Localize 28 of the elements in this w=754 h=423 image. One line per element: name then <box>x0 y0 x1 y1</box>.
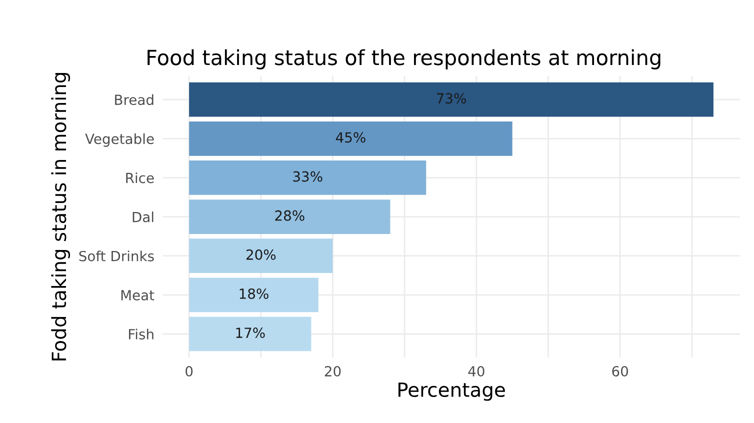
data-label: 73% <box>436 93 466 104</box>
x-tick-label: 20 <box>324 366 341 377</box>
bar <box>189 200 390 234</box>
chart-title: Food taking status of the respondents at morning <box>148 49 660 70</box>
data-label: 28% <box>275 210 304 221</box>
bar <box>189 238 333 274</box>
x-tick-label: 60 <box>612 366 628 377</box>
bar <box>189 278 318 312</box>
y-tick-label: Vegetable <box>85 133 154 147</box>
y-tick-label: Meat <box>121 290 154 300</box>
data-label: 33% <box>293 171 322 182</box>
y-tick-label: Soft Drinks <box>79 250 154 262</box>
y-tick-label: Bread <box>115 94 154 106</box>
bar <box>189 316 312 352</box>
x-axis-title: Percentage <box>398 382 505 401</box>
data-label: 20% <box>246 249 276 260</box>
y-tick-label: Rice <box>126 172 154 184</box>
bar <box>189 160 426 195</box>
bar <box>189 82 714 117</box>
y-tick-label: Fish <box>129 328 154 340</box>
data-label: 17% <box>236 328 265 338</box>
y-axis-title: Fodd taking status in morning <box>51 73 70 360</box>
y-tick-label: Dal <box>132 212 154 222</box>
data-label: 18% <box>240 288 268 299</box>
x-tick-label: 40 <box>468 366 484 377</box>
bar <box>189 121 512 156</box>
data-label: 45% <box>336 132 366 143</box>
x-tick-label: 0 <box>186 366 193 377</box>
